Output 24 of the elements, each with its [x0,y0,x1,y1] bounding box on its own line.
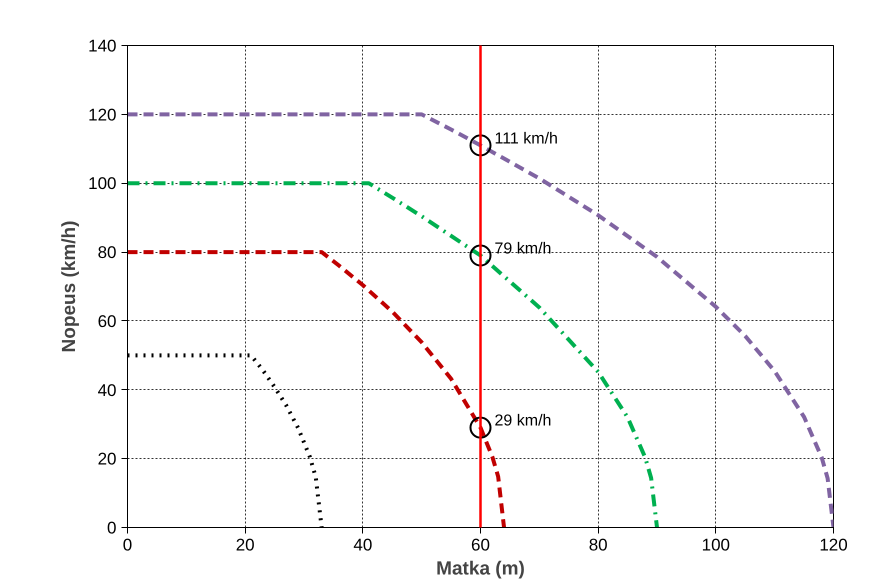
x-tick-label: 60 [471,536,490,554]
x-tick-label: 20 [236,536,255,554]
x-tick-label: 40 [353,536,372,554]
y-tick-label: 60 [98,312,117,331]
y-tick-label: 80 [98,243,117,262]
x-tick-label: 120 [819,536,848,554]
y-tick-label: 120 [88,105,117,124]
y-tick-label: 140 [88,36,117,56]
y-tick-label: 0 [107,518,117,538]
x-tick-label: 100 [702,536,730,554]
y-tick-label: 100 [88,174,117,194]
point [470,134,492,156]
point [470,416,492,439]
y-axis-title: Nopeus (km/h) [59,220,80,352]
line-series [128,181,659,528]
data-label: 79 km/h [494,240,552,258]
point [470,244,492,266]
x-tick-label: 0 [122,536,132,554]
y-tick-label: 40 [98,380,117,400]
x-axis-title: Matka (m) [436,558,525,580]
y-tick-label: 20 [98,450,117,469]
data-label: 111 km/h [494,130,558,148]
x-tick-label: 80 [588,536,608,554]
data-label: 29 km/h [494,412,552,430]
